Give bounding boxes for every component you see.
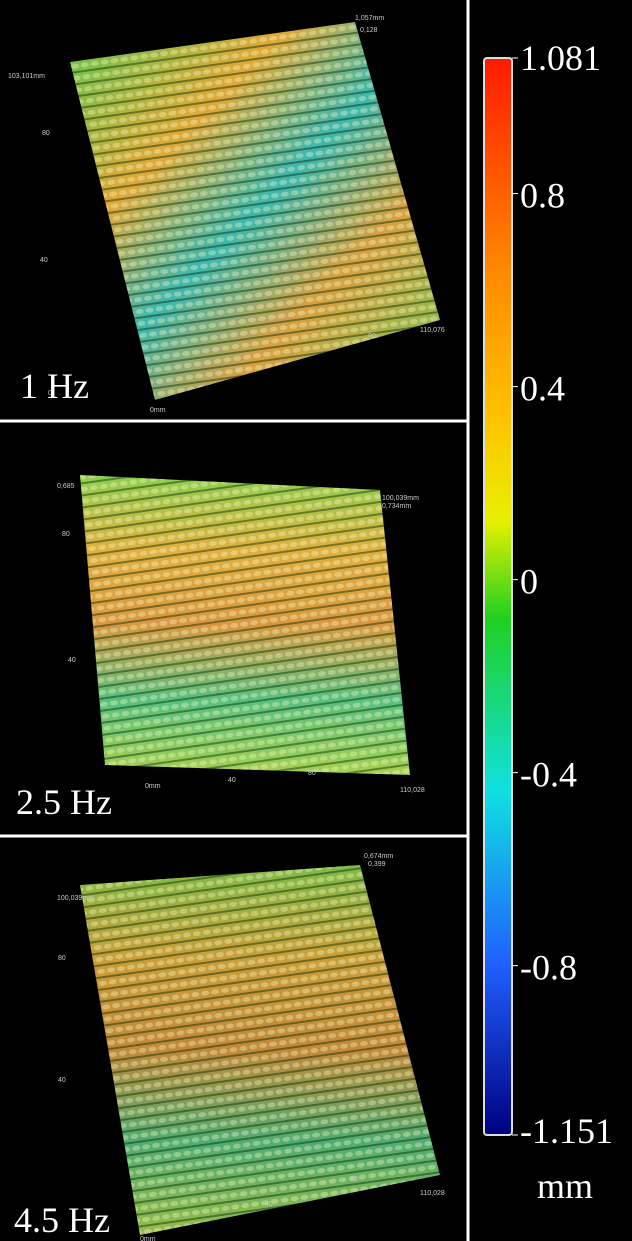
axis-label: 110,028 [420, 1190, 445, 1197]
tick-label: 1.081 [520, 38, 601, 78]
tick-label: 0.4 [520, 369, 565, 409]
axis-label: 1,057mm [355, 15, 384, 22]
axis-label: 80 [42, 130, 50, 137]
axis-label: 0,399 [368, 861, 386, 868]
axis-label: 0mm [145, 783, 161, 790]
tick-label: -0.4 [520, 755, 577, 795]
axis-label: 80 [58, 955, 66, 962]
colorbar [484, 58, 512, 1135]
axis-label: 0,674mm [364, 853, 393, 860]
axis-label: 100,039mm [57, 895, 94, 902]
panel-label: 2.5 Hz [16, 782, 112, 822]
axis-label: 40 [40, 257, 48, 264]
tick-label: 0.8 [520, 176, 565, 216]
axis-label: 0,128 [360, 27, 378, 34]
axis-label: 80 [62, 531, 70, 538]
tick-label: -1.151 [520, 1111, 613, 1151]
figure: 1,057mm 0,128 103,101mm 80 40 0 0mm 40 80 110,076… [0, 0, 632, 1241]
colorbar-unit: mm [537, 1166, 593, 1206]
surface-1 [70, 22, 440, 400]
axis-label: 110,028 [400, 787, 425, 794]
axis-label: 0,685 [57, 483, 75, 490]
surface-2 [80, 475, 410, 775]
axis-label: 0,734mm [382, 503, 411, 510]
axis-label: 80 [308, 770, 316, 777]
axis-label: 0mm [140, 1236, 156, 1241]
axis-label: 103,101mm [8, 73, 45, 80]
axis-label: 40 [68, 657, 76, 664]
axis-label: 110,076 [420, 327, 445, 334]
axis-label: 40 [228, 777, 236, 784]
axis-label: 100,039mm [382, 495, 419, 502]
axis-label: 40 [58, 1077, 66, 1084]
tick-label: 0 [520, 562, 538, 602]
axis-label: 80 [350, 1176, 358, 1183]
surface-3 [80, 865, 440, 1235]
axis-label: 80 [368, 333, 376, 340]
axis-label: 40 [235, 367, 243, 374]
tick-label: -0.8 [520, 948, 577, 988]
axis-label: 0mm [150, 407, 166, 414]
panel-label: 1 Hz [20, 366, 89, 406]
panel-label: 4.5 Hz [14, 1200, 110, 1240]
axis-label: 40 [265, 1201, 273, 1208]
